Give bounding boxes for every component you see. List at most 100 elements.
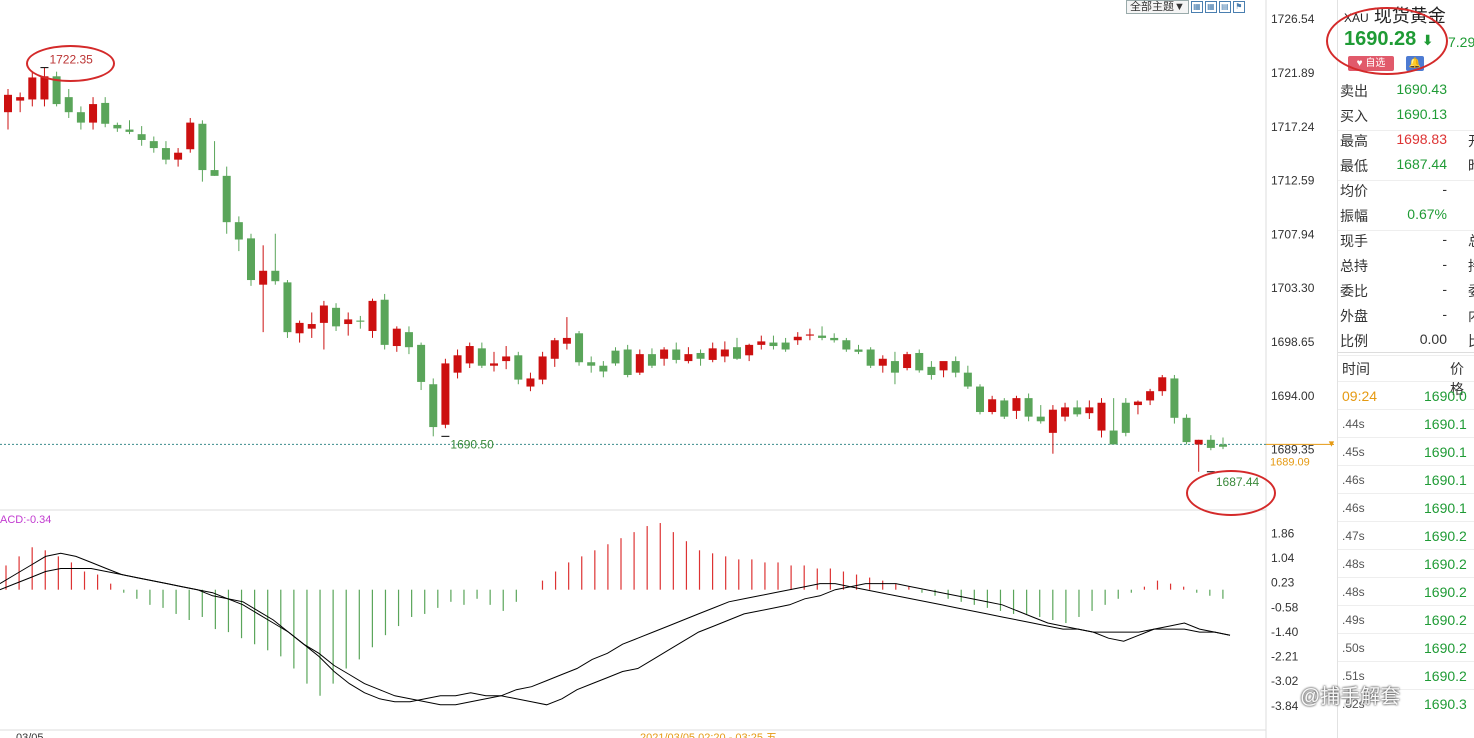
theme-dropdown[interactable]: 全部主题▼ — [1126, 0, 1189, 14]
candle — [587, 356, 596, 373]
candle — [368, 298, 377, 338]
candle — [319, 300, 328, 350]
quote-row: 比例 0.00 比 — [1338, 330, 1474, 356]
macd-tick-label: 1.04 — [1271, 551, 1295, 565]
candle — [174, 148, 183, 167]
price-tick-label: 1698.65 — [1271, 335, 1315, 349]
macd-tick-label: 1.86 — [1271, 526, 1295, 540]
candle — [89, 97, 98, 130]
candle-body — [113, 124, 122, 129]
price-column-header: 价格 — [1450, 361, 1464, 397]
grid-icon[interactable]: ▦ — [1204, 1, 1217, 13]
tick-time: 09:24 — [1342, 388, 1378, 404]
candle-body — [4, 94, 12, 113]
candle — [137, 126, 146, 146]
price-tick-label: 1689.35 — [1271, 443, 1315, 457]
quote-row: 总持 - 持 — [1338, 255, 1474, 280]
candle — [502, 346, 511, 370]
candle-body — [441, 363, 450, 425]
tick-price: 1690.0 — [1424, 388, 1467, 404]
flag-icon[interactable]: ⚑ — [1232, 1, 1245, 13]
candle-body — [186, 122, 195, 150]
candle — [720, 341, 729, 363]
candle — [186, 117, 195, 153]
tick-price: 1690.2 — [1424, 640, 1467, 656]
tick-price: 1690.2 — [1424, 612, 1467, 628]
candle — [890, 351, 899, 385]
quote-row-label: 最低 — [1340, 158, 1368, 174]
grid-icon[interactable]: ▦ — [1190, 1, 1203, 13]
candle — [526, 372, 535, 392]
candle-body — [344, 319, 353, 325]
chart-icon[interactable]: ▤ — [1218, 1, 1231, 13]
quote-row-label: 委比 — [1340, 283, 1368, 299]
candle — [271, 233, 280, 285]
candle-body — [927, 366, 936, 375]
quote-row-value: - — [1442, 256, 1447, 272]
candle-body — [247, 238, 255, 281]
candle-body — [234, 222, 243, 240]
candle-body — [64, 97, 73, 113]
candle — [988, 395, 997, 415]
candle — [125, 120, 134, 135]
quote-row: 买入 1690.13 — [1338, 105, 1474, 131]
price-tick-label: 1726.54 — [1271, 12, 1315, 26]
quote-row-label: 均价 — [1340, 183, 1368, 199]
candle — [769, 335, 778, 350]
candle-body — [319, 305, 328, 323]
candle — [976, 384, 984, 415]
candle — [1061, 402, 1070, 422]
candle-body — [550, 340, 559, 359]
candle-body — [1012, 398, 1021, 411]
current-price-arrow-icon: ▼ — [1327, 438, 1336, 448]
candle-body — [283, 282, 292, 333]
candle — [1097, 398, 1106, 438]
macd-tick-label: -2.21 — [1271, 650, 1299, 664]
candle-body — [720, 349, 729, 357]
candle — [696, 349, 705, 366]
tick-time: .50s — [1342, 641, 1365, 655]
candle — [647, 348, 656, 369]
candle-body — [745, 344, 754, 356]
candle — [465, 342, 474, 369]
time-label-left: 03/05 — [16, 732, 44, 738]
chart-area[interactable]: 1726.54 1721.89 1717.24 1712.59 1707.94 1703.… — [0, 0, 1337, 738]
tick-time: .44s — [1342, 417, 1365, 431]
tick-price: 1690.1 — [1424, 472, 1467, 488]
candle-body — [1146, 391, 1155, 401]
candle — [745, 343, 754, 362]
candle-body — [502, 356, 511, 362]
candle — [708, 342, 717, 363]
tick-time: .48s — [1342, 585, 1365, 599]
candle — [818, 326, 827, 341]
quote-panel: XAU 现货黄金 1690.28 ⬇ 7.29 ♥ 自选 🔔 卖出 1690.43… — [1337, 0, 1474, 738]
quote-row: 均价 - — [1338, 180, 1474, 205]
quote-row-value: 1690.43 — [1396, 81, 1447, 97]
macd-tick-label: -1.40 — [1271, 625, 1299, 639]
macd-tick-label: -3.84 — [1271, 699, 1299, 713]
candle — [490, 351, 498, 372]
candle-body — [818, 335, 827, 338]
candle — [307, 312, 316, 338]
quote-row-value: - — [1442, 281, 1447, 297]
quote-row-extra: 持 — [1468, 256, 1474, 276]
tick-time: .51s — [1342, 669, 1365, 683]
candle — [441, 358, 450, 429]
candle-body — [781, 342, 790, 350]
candle — [830, 333, 839, 343]
candle-body — [210, 170, 219, 176]
candle-body — [514, 355, 523, 380]
candle-body — [429, 384, 438, 428]
candle-body — [866, 349, 875, 366]
quote-row-value: 1687.44 — [1396, 156, 1447, 172]
highlight-circle-low — [1186, 470, 1276, 516]
candle-body — [1073, 407, 1082, 415]
tick-row: .48s 1690.2 — [1338, 549, 1474, 578]
candle — [611, 347, 620, 366]
candle — [453, 349, 462, 379]
candle — [951, 356, 960, 378]
candle-body — [672, 349, 681, 360]
candle-body — [599, 365, 608, 372]
candle — [247, 233, 255, 286]
candle-body — [380, 299, 389, 345]
